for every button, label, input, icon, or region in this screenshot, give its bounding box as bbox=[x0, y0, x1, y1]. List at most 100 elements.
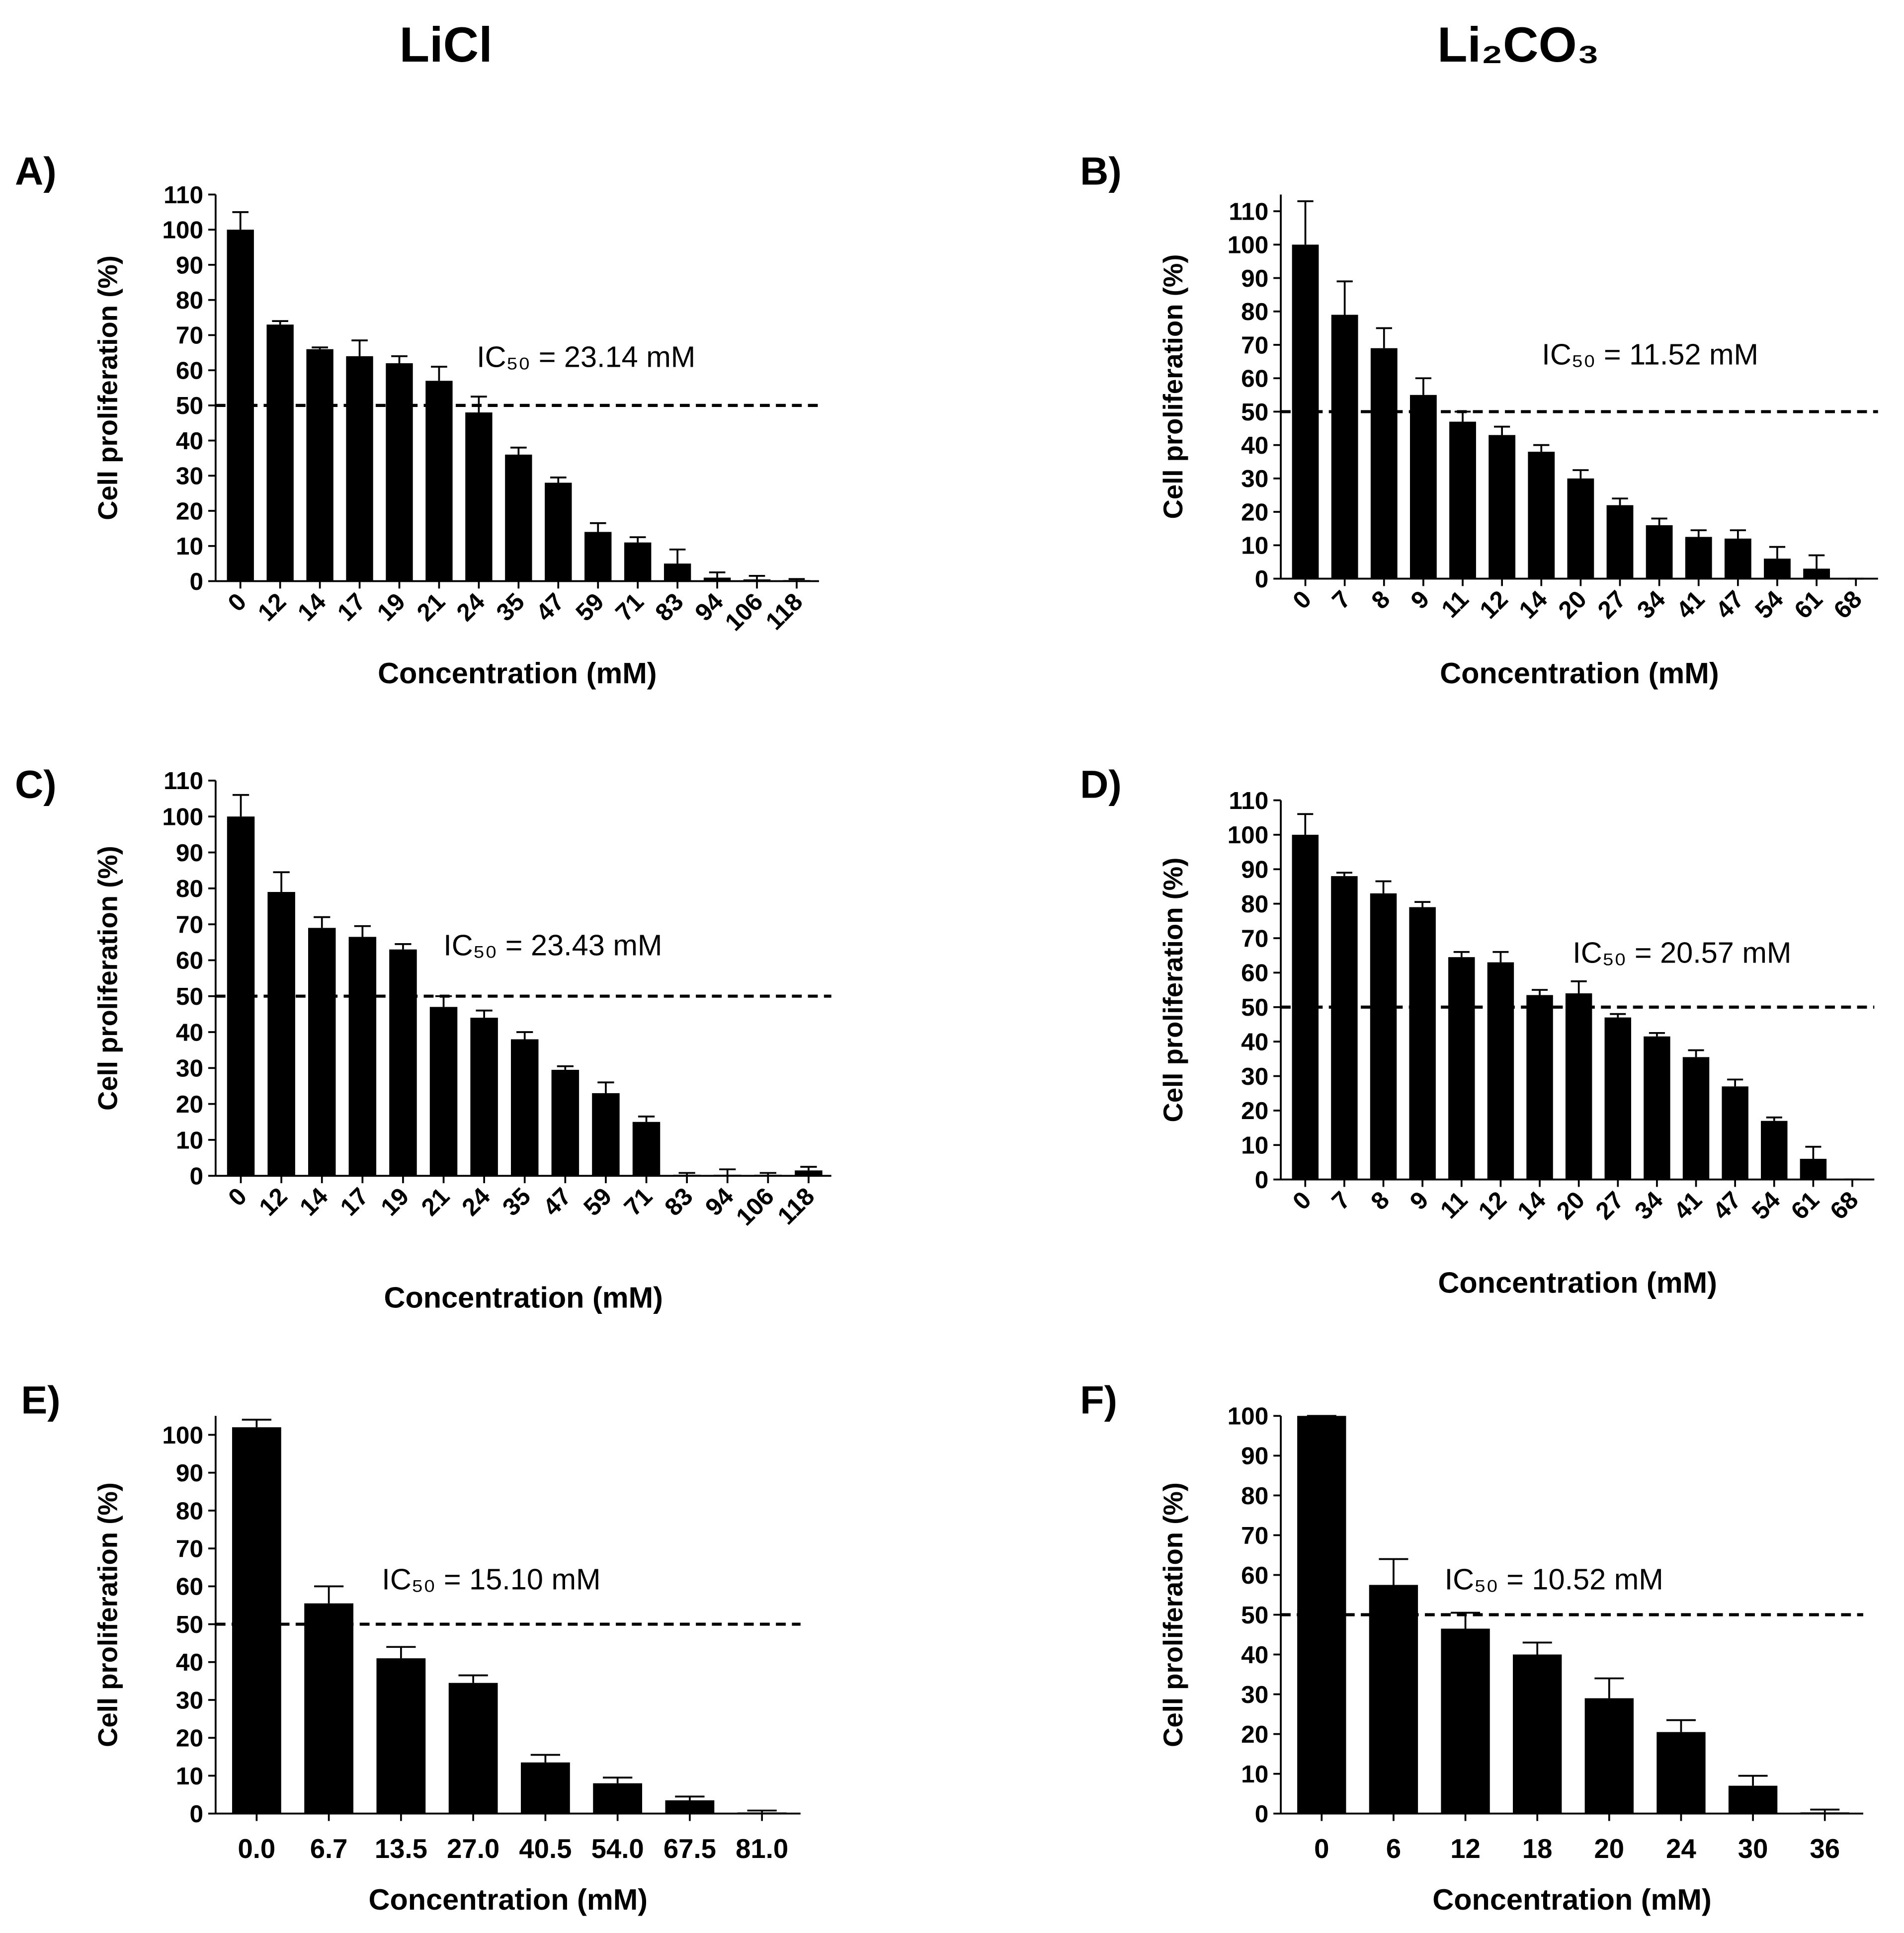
x-tick-label: 83 bbox=[659, 1182, 698, 1221]
y-tick-label: 30 bbox=[176, 462, 203, 490]
x-tick-label: 59 bbox=[578, 1182, 617, 1221]
bar bbox=[1489, 435, 1516, 579]
y-tick-label: 30 bbox=[1241, 1681, 1268, 1708]
x-tick-label: 47 bbox=[530, 587, 570, 627]
x-tick-label: 94 bbox=[689, 587, 729, 627]
bar bbox=[1513, 1654, 1562, 1814]
bar bbox=[521, 1762, 570, 1814]
x-tick-label: 20 bbox=[1594, 1834, 1625, 1864]
y-tick-label: 10 bbox=[1241, 532, 1268, 560]
bar bbox=[1682, 1057, 1710, 1180]
x-tick-label: 106 bbox=[720, 587, 768, 636]
y-tick-label: 40 bbox=[1241, 431, 1268, 459]
bar bbox=[1803, 568, 1830, 579]
y-tick-label: 80 bbox=[1241, 1482, 1268, 1510]
bar bbox=[425, 381, 453, 581]
y-tick-label: 70 bbox=[1241, 1522, 1268, 1549]
x-tick-label: 94 bbox=[700, 1182, 739, 1221]
x-tick-label: 0 bbox=[1287, 1186, 1317, 1215]
bar bbox=[232, 1427, 281, 1814]
bar bbox=[632, 1122, 661, 1176]
x-tick-label: 11 bbox=[1435, 1186, 1473, 1224]
y-tick-label: 110 bbox=[1229, 787, 1268, 814]
x-tick-label: 71 bbox=[610, 587, 649, 627]
bar bbox=[346, 356, 373, 581]
bar bbox=[1448, 957, 1475, 1180]
y-tick-label: 60 bbox=[176, 947, 203, 974]
bar bbox=[1724, 538, 1751, 579]
panel-label: C) bbox=[15, 762, 57, 806]
y-tick-label: 80 bbox=[176, 875, 203, 902]
x-tick-label: 47 bbox=[537, 1182, 577, 1221]
bar bbox=[1761, 1121, 1788, 1180]
y-tick-label: 70 bbox=[176, 322, 203, 349]
bar bbox=[551, 1069, 579, 1176]
bar bbox=[1331, 315, 1358, 579]
x-tick-label: 54 bbox=[1746, 1186, 1786, 1225]
bar bbox=[1369, 1585, 1418, 1814]
y-tick-label: 70 bbox=[176, 1534, 203, 1562]
x-tick-label: 81.0 bbox=[736, 1834, 788, 1864]
x-axis-title: Concentration (mM) bbox=[384, 1281, 663, 1314]
bar bbox=[1331, 876, 1358, 1180]
x-tick-label: 12 bbox=[1474, 585, 1513, 624]
y-tick-label: 20 bbox=[1241, 498, 1268, 526]
y-tick-label: 100 bbox=[1228, 1402, 1269, 1430]
x-tick-label: 20 bbox=[1551, 1186, 1590, 1225]
bar bbox=[1722, 1086, 1748, 1180]
x-tick-label: 27 bbox=[1592, 585, 1632, 624]
x-tick-label: 47 bbox=[1710, 585, 1749, 624]
y-tick-label: 70 bbox=[1241, 331, 1268, 359]
x-tick-label: 9 bbox=[1405, 585, 1434, 614]
y-tick-label: 90 bbox=[176, 251, 203, 279]
column-header: LiCl bbox=[400, 17, 493, 73]
y-tick-label: 60 bbox=[1241, 365, 1268, 393]
x-tick-label: 9 bbox=[1405, 1186, 1434, 1215]
bar bbox=[267, 892, 295, 1176]
bar bbox=[1764, 559, 1791, 579]
bar bbox=[1565, 993, 1592, 1180]
y-tick-label: 60 bbox=[176, 356, 203, 384]
bar bbox=[1370, 893, 1397, 1180]
bar bbox=[1800, 1159, 1827, 1180]
x-tick-label: 0 bbox=[1287, 585, 1317, 614]
y-tick-label: 60 bbox=[1241, 959, 1268, 987]
annotation: IC₅₀ = 11.52 mM bbox=[1542, 337, 1758, 371]
bar bbox=[795, 1170, 823, 1176]
y-tick-label: 50 bbox=[1241, 1601, 1268, 1629]
panel-label: B) bbox=[1080, 149, 1122, 193]
x-tick-label: 17 bbox=[334, 1182, 374, 1221]
y-tick-label: 50 bbox=[176, 392, 203, 419]
y-tick-label: 80 bbox=[1241, 890, 1268, 918]
x-tick-label: 61 bbox=[1785, 1186, 1824, 1225]
bar bbox=[1685, 537, 1712, 579]
x-tick-label: 30 bbox=[1738, 1834, 1768, 1864]
bar bbox=[1528, 452, 1555, 579]
bar bbox=[1441, 1628, 1490, 1814]
y-tick-label: 100 bbox=[162, 216, 203, 244]
y-tick-label: 30 bbox=[1241, 1062, 1268, 1090]
y-tick-label: 20 bbox=[176, 1724, 203, 1752]
panel-label: F) bbox=[1080, 1377, 1117, 1422]
y-axis-title: Cell proliferation (%) bbox=[1158, 254, 1188, 519]
x-tick-label: 6.7 bbox=[310, 1834, 348, 1864]
x-tick-label: 24 bbox=[456, 1182, 496, 1221]
x-tick-label: 0.0 bbox=[238, 1834, 275, 1864]
y-tick-label: 10 bbox=[176, 532, 203, 560]
x-tick-label: 7 bbox=[1326, 585, 1356, 614]
x-tick-label: 40.5 bbox=[519, 1834, 572, 1864]
bar bbox=[448, 1683, 498, 1814]
bar bbox=[1604, 1017, 1632, 1180]
y-tick-label: 110 bbox=[164, 181, 203, 209]
x-tick-label: 34 bbox=[1632, 585, 1671, 624]
bar bbox=[754, 1175, 782, 1176]
annotation: IC₅₀ = 23.14 mM bbox=[477, 340, 695, 373]
bar bbox=[386, 363, 413, 581]
x-axis-title: Concentration (mM) bbox=[1432, 1883, 1711, 1916]
y-tick-label: 0 bbox=[189, 567, 203, 595]
y-tick-label: 90 bbox=[1241, 1442, 1268, 1470]
bar bbox=[783, 580, 811, 581]
y-tick-label: 100 bbox=[1228, 231, 1269, 259]
x-tick-label: 61 bbox=[1789, 585, 1828, 624]
